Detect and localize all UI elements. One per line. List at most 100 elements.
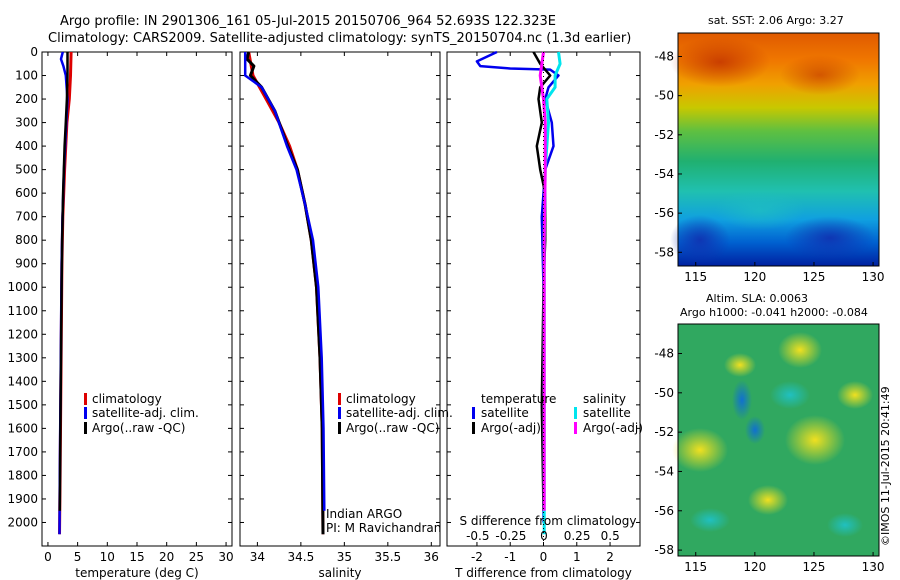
x-tick-label: -2: [471, 550, 483, 564]
x-tick-label: 35: [337, 550, 352, 564]
sla-mid-blob: [690, 508, 730, 532]
annotation-line2: PI: M Ravichandran: [326, 521, 441, 535]
map-y-tick-label: -50: [654, 89, 674, 103]
x-top-tick-label: 0: [540, 529, 548, 543]
x-axis-label: temperature (deg C): [75, 566, 198, 580]
series-line-satellite-adj-clim-: [245, 51, 325, 535]
legend-swatch-t-argo: [472, 422, 475, 434]
sla-mid-blob: [827, 513, 863, 537]
sst-heatmap: [670, 33, 879, 266]
salinity-legend: climatology satellite-adj. clim. Argo(..…: [326, 392, 453, 535]
sst-map-axes: 115 120 125 130 -48 -50 -52 -54 -56 -58: [654, 32, 885, 284]
plot-frame: [41, 51, 233, 547]
sla-high-blob: [785, 415, 845, 465]
y-tick-label: 300: [15, 116, 38, 130]
y-tick-label: 600: [15, 186, 38, 200]
x-tick-label: 25: [189, 550, 204, 564]
y-tick-label: 100: [15, 69, 38, 83]
sla-map-title-line1: Altim. SLA: 0.0063: [706, 292, 808, 305]
map-x-tick-label: 115: [684, 270, 707, 284]
sla-low-blob: [732, 380, 752, 420]
map-x-tick-label: 120: [743, 560, 766, 574]
sla-heatmap: [672, 324, 879, 556]
legend-swatch-s-satellite: [574, 407, 577, 419]
legend-label-t-satellite: satellite: [481, 406, 529, 420]
y-tick-label: 400: [15, 139, 38, 153]
legend-swatch-s-argo: [574, 422, 577, 434]
legend-header-salinity: salinity: [583, 392, 626, 406]
map-y-tick-label: -56: [654, 504, 674, 518]
x-top-tick-label: 0.5: [601, 529, 620, 543]
x-tick-label: 36: [424, 550, 439, 564]
y-tick-label: 200: [15, 92, 38, 106]
y-tick-label: 700: [15, 210, 38, 224]
map-x-tick-label: 115: [684, 560, 707, 574]
sla-high-blob: [672, 428, 728, 472]
map-y-tick-label: -52: [654, 128, 674, 142]
x-tick-label: 10: [100, 550, 115, 564]
x-tick-label: 2: [606, 550, 614, 564]
x-tick-label: 20: [159, 550, 174, 564]
legend-label-argo: Argo(..raw -QC): [92, 421, 185, 435]
x-tick-label: 0: [540, 550, 548, 564]
sla-high-blob: [778, 332, 822, 368]
sla-map-title-line2: Argo h1000: -0.041 h2000: -0.084: [680, 306, 868, 319]
x-axis-label-top: S difference from climatology: [460, 514, 637, 528]
figure-title-line2: Climatology: CARS2009. Satellite-adjuste…: [48, 31, 631, 46]
series-line-climatology: [247, 51, 325, 535]
y-tick-label: 1100: [7, 304, 38, 318]
map-x-tick-label: 130: [862, 270, 885, 284]
series-line-argo-raw-qc-: [243, 52, 326, 511]
x-tick-label: 34.5: [288, 550, 315, 564]
x-tick-label: -1: [504, 550, 516, 564]
sla-high-blob: [837, 381, 873, 409]
temperature-legend: climatology satellite-adj. clim. Argo(..…: [84, 392, 199, 435]
legend-swatch-t-satellite: [472, 407, 475, 419]
x-tick-label: 1: [573, 550, 581, 564]
y-tick-label: 1600: [7, 421, 38, 435]
legend-swatch-climatology: [84, 393, 87, 405]
sst-cold-blob: [670, 215, 730, 265]
x-tick-label: 15: [129, 550, 144, 564]
y-tick-label: 1400: [7, 374, 38, 388]
sla-low-blob: [745, 416, 765, 444]
series-line-argo-raw-qc-: [58, 52, 69, 511]
annotation-line1: Indian ARGO: [326, 507, 402, 521]
legend-label-argo-sal: Argo(..raw -QC): [346, 421, 439, 435]
map-frame: [677, 32, 880, 267]
x-tick-label: 5: [74, 550, 82, 564]
map-y-tick-label: -52: [654, 425, 674, 439]
y-tick-label: 1700: [7, 445, 38, 459]
y-tick-label: 1200: [7, 327, 38, 341]
legend-label-s-satellite: satellite: [583, 406, 631, 420]
x-top-tick-label: -0.5: [466, 529, 489, 543]
map-y-tick-label: -54: [654, 464, 674, 478]
y-tick-label: 800: [15, 233, 38, 247]
map-y-tick-label: -48: [654, 49, 674, 63]
y-tick-label: 900: [15, 257, 38, 271]
sla-high-blob: [748, 485, 788, 515]
legend-swatch-satellite: [84, 407, 87, 419]
y-tick-label: 1500: [7, 398, 38, 412]
legend-swatch-climatology-sal: [338, 393, 341, 405]
sst-cyan-blob: [715, 190, 805, 230]
series-line-temperature-satellite: [475, 50, 560, 523]
y-tick-label: 1900: [7, 492, 38, 506]
x-top-tick-label: -0.25: [495, 529, 526, 543]
y-tick-label: 1000: [7, 280, 38, 294]
legend-label-t-argo: Argo(-adj): [481, 421, 541, 435]
y-tick-label: 2000: [7, 515, 38, 529]
map-y-tick-label: -56: [654, 206, 674, 220]
map-y-tick-label: -58: [654, 543, 674, 557]
map-frame: [677, 323, 880, 557]
x-tick-label: 35.5: [374, 550, 401, 564]
temperature-panel: 0100200300400500600700800900100011001200…: [7, 45, 233, 580]
map-x-tick-label: 125: [803, 270, 826, 284]
y-tick-label: 0: [30, 45, 38, 59]
legend-label-s-argo: Argo(-adj): [583, 421, 643, 435]
sla-mid-blob: [770, 381, 810, 409]
y-tick-label: 1300: [7, 351, 38, 365]
x-top-tick-label: 0.25: [564, 529, 591, 543]
sst-warm-blob: [670, 37, 770, 87]
